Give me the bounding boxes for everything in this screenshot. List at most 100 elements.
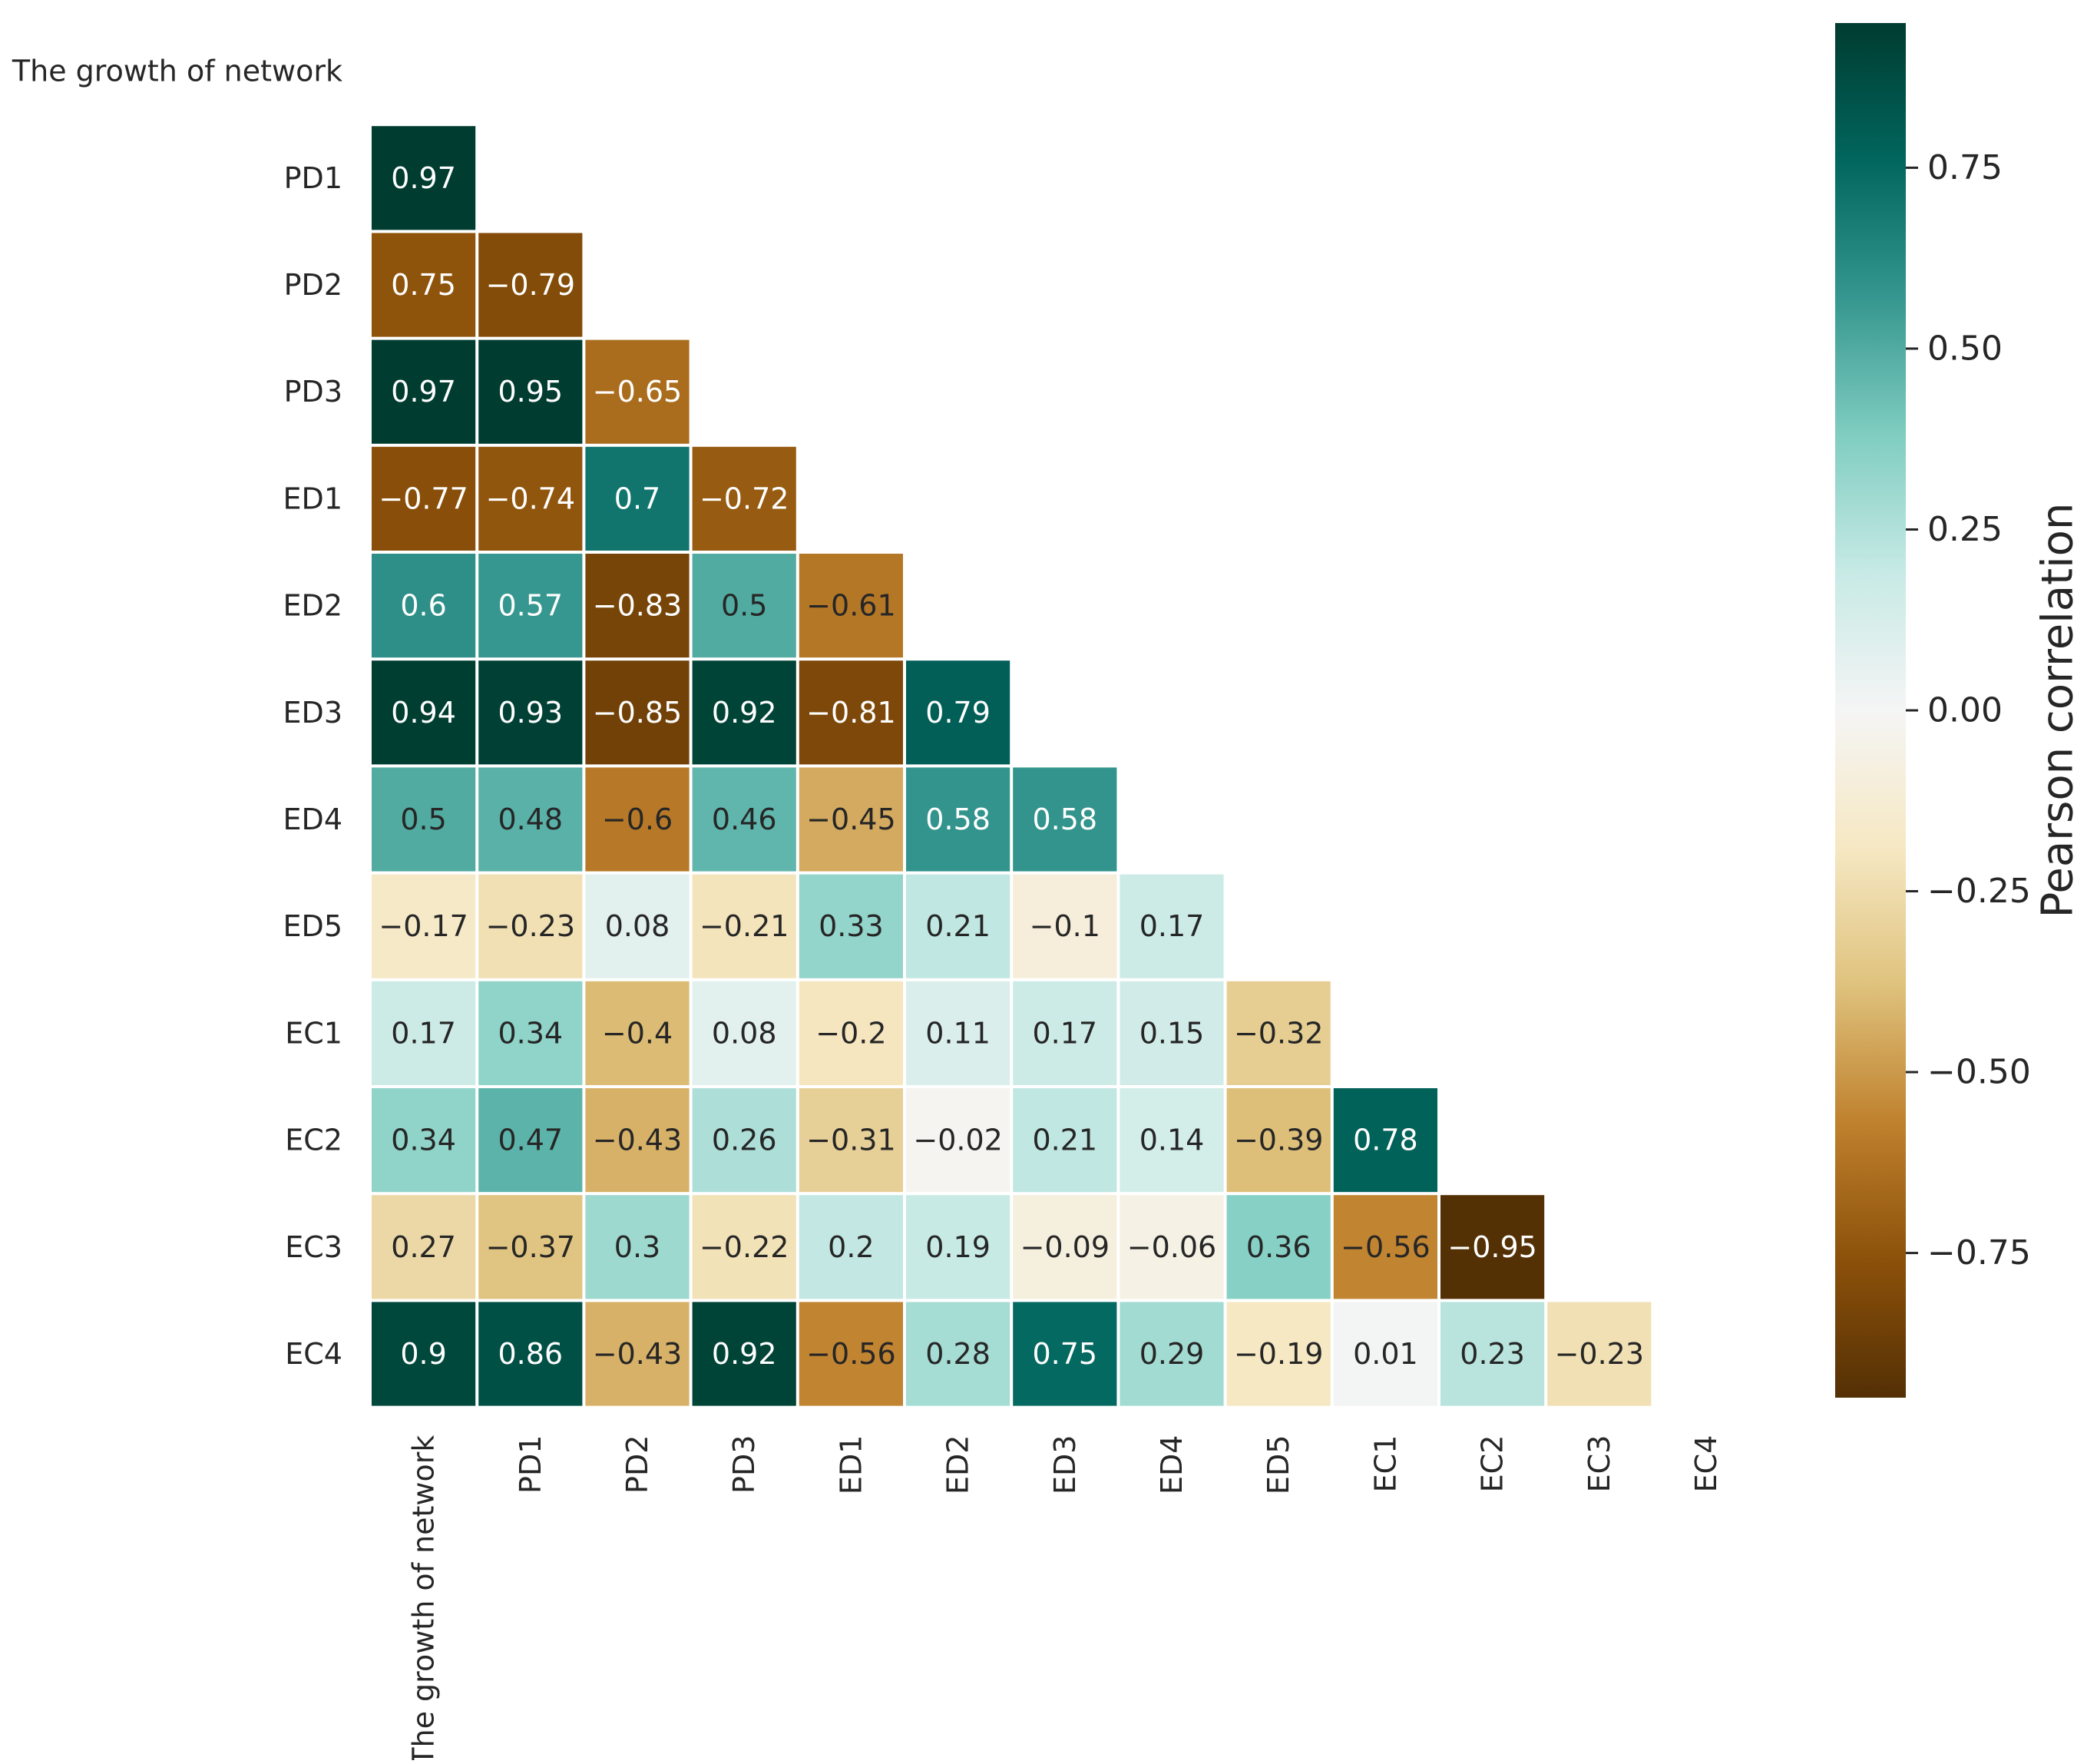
cell-value-label: −0.81 (806, 696, 895, 730)
heatmap-cell (799, 767, 903, 872)
colorbar: 0.75 0.50 0.25 0.00 −0.25 −0.50 −0.75 Pearson … (1835, 23, 2083, 1398)
heatmap-cell (692, 554, 796, 658)
heatmap-cell (1333, 1088, 1437, 1193)
cell-value-label: 0.2 (828, 1230, 874, 1264)
cell-value-label: 0.14 (1139, 1124, 1205, 1157)
heatmap-cell (1120, 1088, 1224, 1193)
cell-value-label: −0.39 (1234, 1124, 1323, 1157)
heatmap-cell (1120, 1195, 1224, 1299)
heatmap-cell (585, 1088, 690, 1193)
row-tick-label: ED5 (283, 909, 342, 943)
cell-value-label: 0.92 (712, 1337, 777, 1371)
heatmap-cell (372, 1302, 476, 1406)
heatmap-cell (1226, 1088, 1331, 1193)
heatmap-cell (585, 874, 690, 978)
heatmap-cell (372, 767, 476, 872)
cell-value-label: 0.5 (721, 589, 767, 623)
cell-value-label: 0.97 (391, 375, 456, 409)
row-tick-label: PD3 (284, 375, 342, 409)
heatmap-cell (1013, 981, 1117, 1085)
cell-value-label: −0.56 (806, 1337, 895, 1371)
heatmap-cell (906, 874, 1010, 978)
heatmap-cell (906, 1195, 1010, 1299)
row-tick-label: ED4 (283, 803, 342, 836)
cell-value-label: −0.23 (1555, 1337, 1644, 1371)
heatmap-cells: 0.97 0.75 −0.79 0.97 0.95 −0.65 −0.77 −0.74 0.7 −… (372, 126, 1652, 1406)
row-tick-label: EC4 (285, 1337, 342, 1371)
colorbar-tick-label: 0.00 (1927, 691, 2003, 730)
cell-value-label: 0.27 (391, 1230, 456, 1264)
cell-value-label: 0.17 (391, 1016, 456, 1050)
cell-value-label: 0.47 (498, 1124, 563, 1157)
cell-value-label: 0.33 (819, 909, 884, 943)
cell-value-label: 0.92 (712, 696, 777, 730)
colorbar-gradient (1835, 23, 1906, 1398)
heatmap-cell (585, 554, 690, 658)
row-tick-label: The growth of network (12, 55, 342, 88)
heatmap-cell (1120, 981, 1224, 1085)
cell-value-label: −0.06 (1127, 1230, 1216, 1264)
cell-value-label: −0.17 (379, 909, 468, 943)
cell-value-label: 0.23 (1460, 1337, 1525, 1371)
heatmap-cell (478, 660, 583, 765)
cell-value-label: −0.37 (486, 1230, 575, 1264)
cell-value-label: 0.95 (498, 375, 563, 409)
heatmap-cell (1013, 1302, 1117, 1406)
heatmap-cell (1226, 1195, 1331, 1299)
heatmap-cell (372, 233, 476, 337)
heatmap-cell (372, 660, 476, 765)
cell-value-label: −0.79 (486, 268, 575, 302)
heatmap-cell (372, 126, 476, 230)
cell-value-label: 0.34 (498, 1016, 563, 1050)
heatmap-cell (1120, 1302, 1224, 1406)
row-labels: The growth of network PD1 PD2 PD3 ED1 ED2 ED3 E… (12, 55, 342, 1371)
column-tick-label: EC4 (1689, 1435, 1723, 1493)
heatmap-cell (478, 1088, 583, 1193)
cell-value-label: 0.7 (614, 482, 660, 515)
heatmap-cell (478, 233, 583, 337)
column-tick-label: ED1 (834, 1435, 868, 1494)
heatmap-cell (1547, 1302, 1652, 1406)
heatmap-cell (585, 339, 690, 444)
heatmap-cell (692, 981, 796, 1085)
cell-value-label: −0.45 (806, 803, 895, 836)
heatmap-cell (478, 339, 583, 444)
cell-value-label: −0.6 (602, 803, 673, 836)
column-labels: The growth of network PD1 PD2 PD3 ED1 ED2 ED3 E… (407, 1435, 1723, 1764)
heatmap-cell (372, 874, 476, 978)
cell-value-label: −0.31 (806, 1124, 895, 1157)
cell-value-label: −0.2 (815, 1016, 886, 1050)
column-tick-label: PD3 (727, 1435, 761, 1494)
colorbar-tick-label: −0.50 (1927, 1053, 2031, 1092)
cell-value-label: 0.08 (605, 909, 670, 943)
colorbar-tick-label: 0.50 (1927, 329, 2003, 368)
heatmap-cell (372, 1088, 476, 1193)
cell-value-label: −0.02 (913, 1124, 1002, 1157)
cell-value-label: −0.23 (486, 909, 575, 943)
cell-value-label: 0.5 (400, 803, 446, 836)
heatmap-cell (585, 1195, 690, 1299)
row-tick-label: PD1 (284, 161, 342, 195)
heatmap-cell (692, 767, 796, 872)
column-tick-label: EC1 (1368, 1435, 1402, 1493)
cell-value-label: −0.72 (700, 482, 789, 515)
heatmap-cell (692, 874, 796, 978)
cell-value-label: −0.32 (1234, 1016, 1323, 1050)
heatmap-cell (799, 1195, 903, 1299)
heatmap-cell (372, 446, 476, 551)
heatmap-cell (1013, 874, 1117, 978)
heatmap-cell (799, 1302, 903, 1406)
heatmap-cell (692, 1088, 796, 1193)
heatmap-cell (799, 981, 903, 1085)
cell-value-label: 0.08 (712, 1016, 777, 1050)
column-tick-label: EC2 (1476, 1435, 1510, 1493)
heatmap-cell (799, 660, 903, 765)
heatmap-cell (906, 660, 1010, 765)
cell-value-label: 0.58 (925, 803, 991, 836)
colorbar-tick-label: 0.75 (1927, 148, 2003, 187)
row-tick-label: EC3 (285, 1230, 342, 1264)
heatmap-cell (799, 874, 903, 978)
heatmap-cell (906, 767, 1010, 872)
heatmap-cell (372, 1195, 476, 1299)
